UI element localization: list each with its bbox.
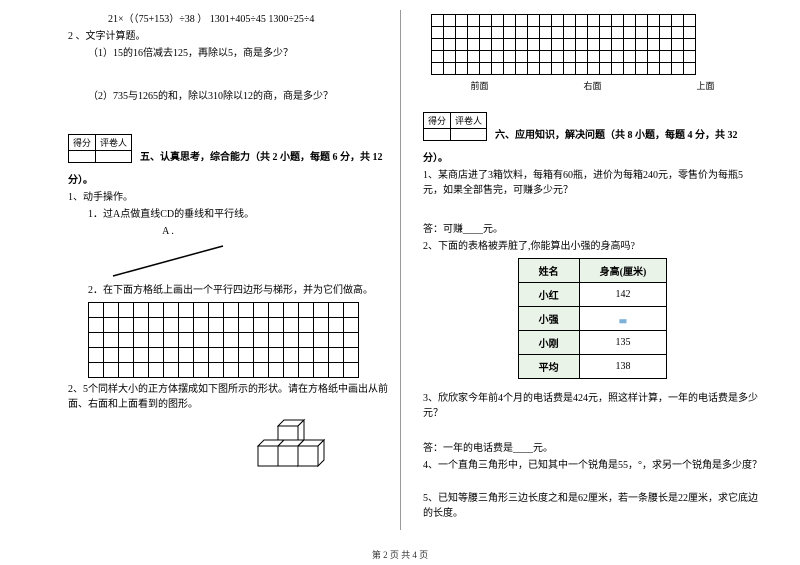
row-val: 138	[579, 355, 667, 379]
row-name: 小红	[518, 283, 579, 307]
row-name: 平均	[518, 355, 579, 379]
section-5-title: 五、认真思考，综合能力（共 2 小题，每题 6 分，共 12	[132, 148, 383, 163]
score-cell	[96, 151, 132, 163]
q-1-2: （2）735与1265的和，除以310除以12的商，商是多少？	[68, 89, 407, 104]
left-column: 21×（（75+153）÷38 ） 1301+405÷45 1300÷25÷4 …	[60, 10, 415, 545]
score-head-1: 得分	[69, 135, 96, 151]
q5-1a: 1．过A点做直线CD的垂线和平行线。	[68, 207, 407, 222]
right-column: 前面 右面 上面 得分 评卷人 六、应用知识，解决问题（共 8 小题，每题 4 …	[415, 10, 770, 545]
label-right: 右面	[583, 79, 601, 92]
point-a: A .	[68, 224, 268, 239]
q6-5: 5、已知等腰三角形三边长度之和是62厘米，若一条腰长是22厘米，求它底边的长度。	[423, 491, 762, 521]
view-labels: 前面 右面 上面	[423, 79, 762, 92]
grid-right	[431, 14, 696, 75]
q5-2: 2、5个同样大小的正方体摆成如下图所示的形状。请在方格纸中画出从前面、右面和上面…	[68, 382, 407, 412]
score-head-1: 得分	[424, 113, 451, 129]
fen-label: 分）。	[423, 151, 762, 166]
q6-3: 3、欣欣家今年前4个月的电话费是424元，照这样计算，一年的电话费是多少元？	[423, 391, 762, 421]
q5-1: 1、动手操作。	[68, 190, 407, 205]
label-top: 上面	[696, 79, 714, 92]
score-head-2: 评卷人	[96, 135, 132, 151]
row-name: 小强	[518, 307, 579, 331]
smudge-icon: ▃	[620, 313, 627, 323]
score-cell	[451, 129, 487, 141]
row-name: 小刚	[518, 331, 579, 355]
label-front: 前面	[470, 79, 488, 92]
text-prob-head: 2 、文字计算题。	[68, 29, 407, 44]
score-head-2: 评卷人	[451, 113, 487, 129]
row-val: 142	[579, 283, 667, 307]
score-table: 得分 评卷人	[68, 134, 132, 163]
a6-1: 答：可赚____元。	[423, 222, 762, 237]
fen-label: 分）。	[68, 173, 407, 188]
score-cell	[69, 151, 96, 163]
q6-2: 2、下面的表格被弄脏了,你能算出小强的身高吗?	[423, 239, 762, 254]
height-table: 姓名 身高(厘米) 小红 142 小强 ▃ 小刚 135 平均 138	[518, 258, 668, 379]
a6-3: 答：一年的电话费是____元。	[423, 441, 762, 456]
q-1-1: （1）15的16倍减去125，再除以5，商是多少？	[68, 46, 407, 61]
row-smudge: ▃	[579, 307, 667, 331]
line-cd	[108, 241, 228, 281]
score-cell	[424, 129, 451, 141]
q5-1b: 2．在下面方格纸上画出一个平行四边形与梯形，并为它们做高。	[68, 283, 407, 298]
page: 21×（（75+153）÷38 ） 1301+405÷45 1300÷25÷4 …	[0, 0, 800, 545]
score-table: 得分 评卷人	[423, 112, 487, 141]
expr-line: 21×（（75+153）÷38 ） 1301+405÷45 1300÷25÷4	[68, 12, 407, 27]
section-6-title: 六、应用知识，解决问题（共 8 小题，每题 4 分，共 32	[487, 126, 738, 141]
score-row-5: 得分 评卷人 五、认真思考，综合能力（共 2 小题，每题 6 分，共 12	[68, 134, 407, 163]
q6-1: 1、某商店进了3箱饮料，每箱有60瓶，进价为每箱240元，零售价为每瓶5元，如果…	[423, 168, 762, 198]
th-name: 姓名	[518, 259, 579, 283]
page-footer: 第 2 页 共 4 页	[0, 548, 800, 561]
th-height: 身高(厘米)	[579, 259, 667, 283]
cubes-figure	[248, 416, 328, 476]
score-row-6: 得分 评卷人 六、应用知识，解决问题（共 8 小题，每题 4 分，共 32	[423, 112, 762, 141]
row-val: 135	[579, 331, 667, 355]
grid-left	[88, 302, 359, 378]
q6-4: 4、一个直角三角形中，已知其中一个锐角是55，°，求另一个锐角是多少度？	[423, 458, 762, 473]
